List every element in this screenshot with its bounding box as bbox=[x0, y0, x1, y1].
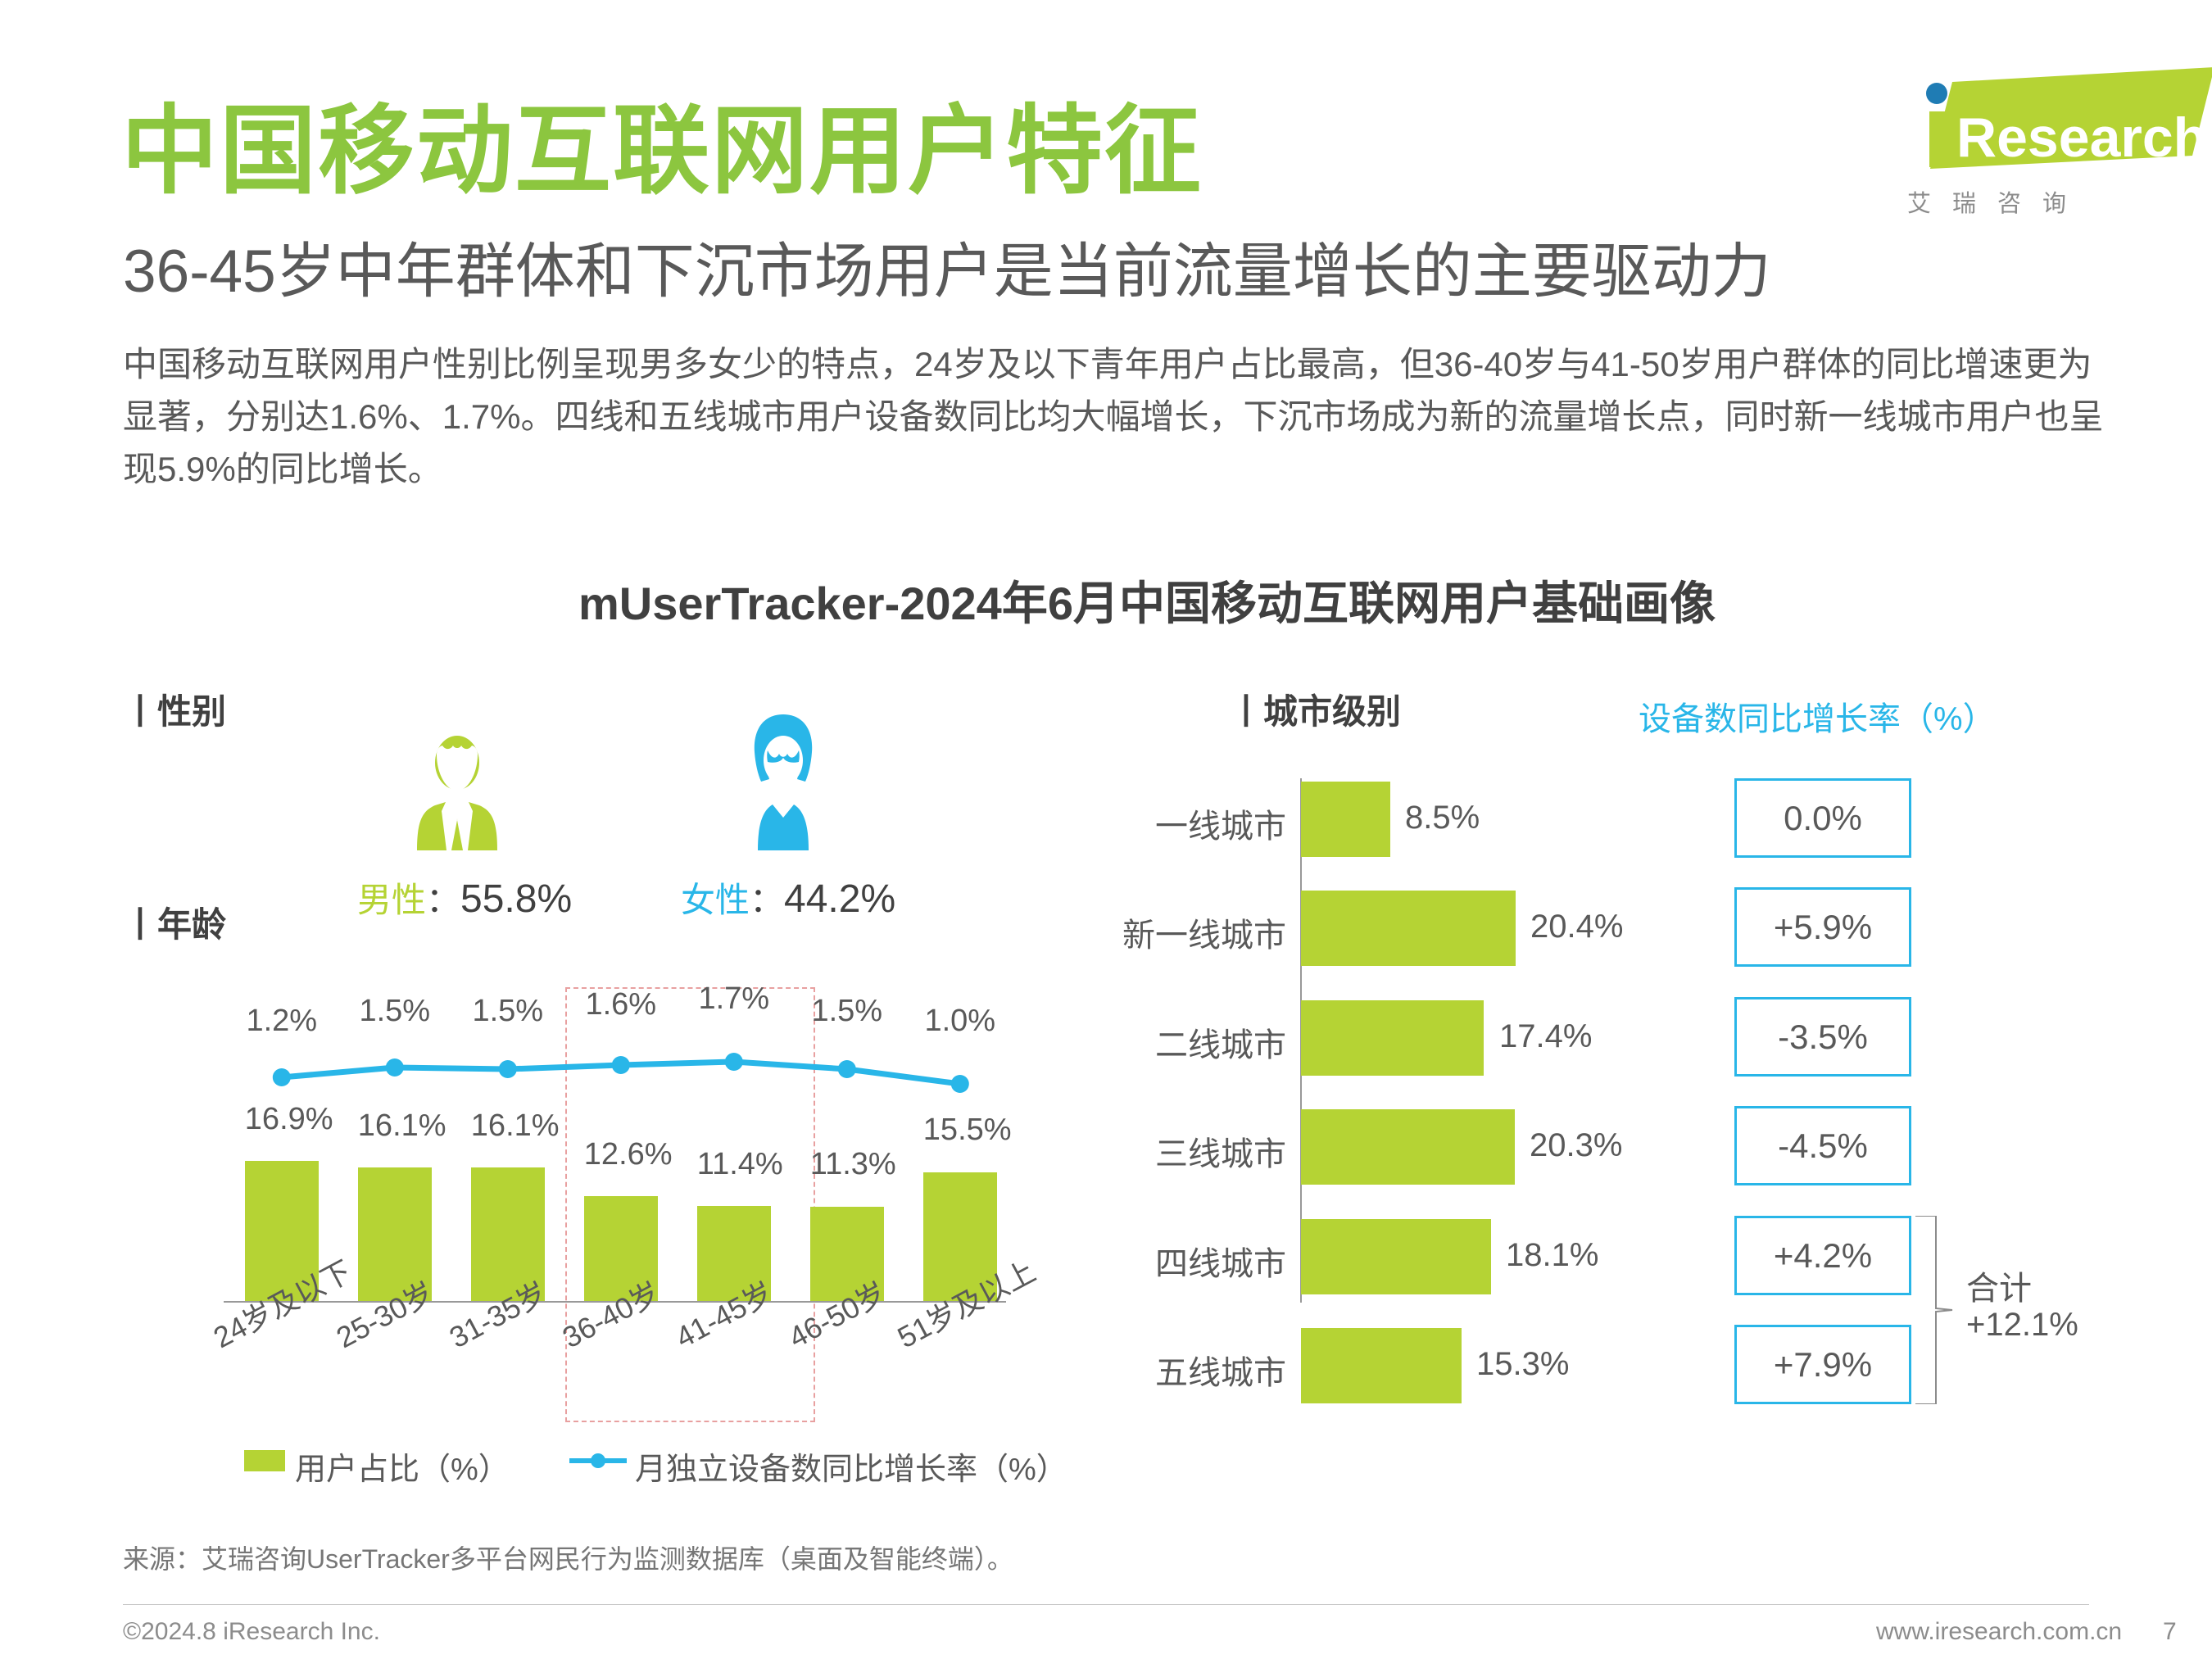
svg-text:Research: Research bbox=[1956, 107, 2207, 169]
